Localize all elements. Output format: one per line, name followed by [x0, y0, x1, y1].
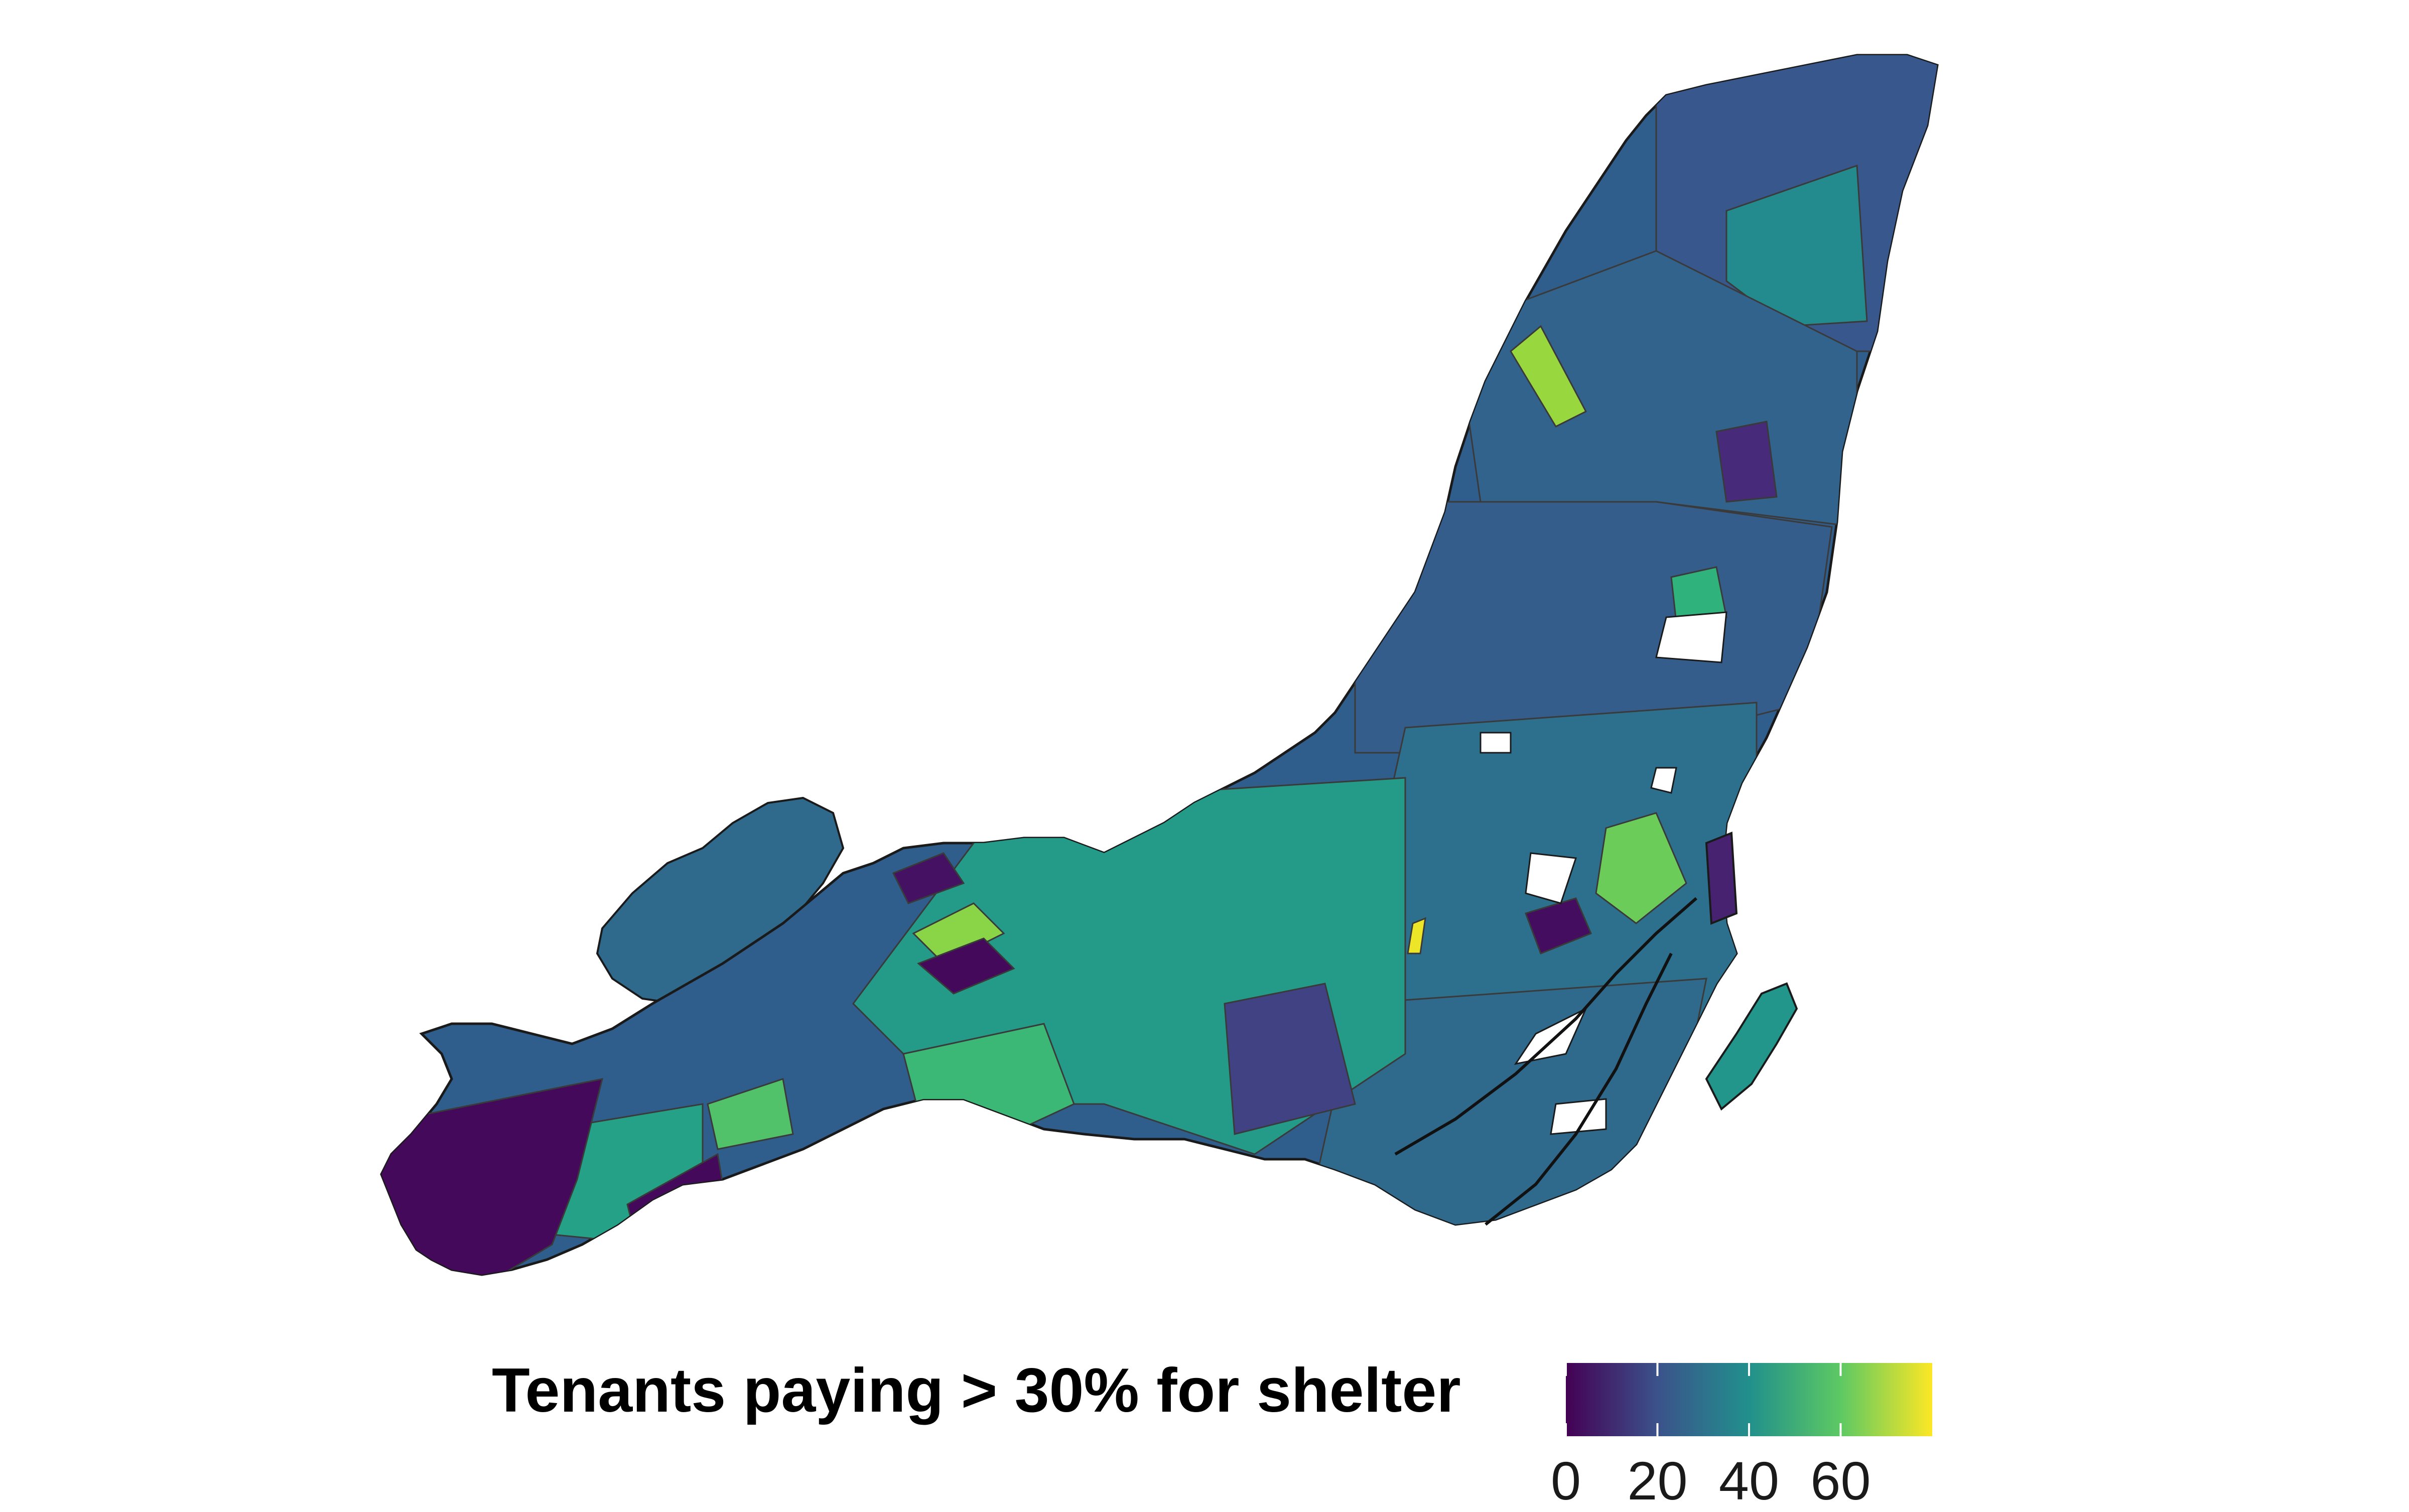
map-region-west-dark-strip — [892, 852, 965, 904]
legend-tick-label: 0 — [1550, 1450, 1581, 1511]
river-line — [1485, 952, 1673, 1226]
legend-title: Tenants paying > 30% for shelter — [492, 1356, 1461, 1425]
no-data-area — [1514, 1007, 1588, 1065]
legend-tick-marks — [1566, 1363, 1842, 1436]
map-region-south-east-island — [1705, 982, 1798, 1111]
map-region-plateau-dark-patch — [1715, 421, 1778, 503]
map-region-north-east-inner — [1725, 164, 1868, 327]
map-region-south-central-dark — [1224, 983, 1356, 1135]
legend-tick-label: 60 — [1810, 1450, 1871, 1511]
no-data-area — [1525, 852, 1577, 904]
map-region-downtown-bright — [1595, 812, 1687, 924]
map-region-west-north-lobe — [596, 796, 845, 1005]
no-data-area — [1655, 611, 1727, 663]
no-data-area — [1480, 732, 1512, 754]
no-data-area — [1650, 767, 1677, 794]
map-region-south-west-dark-tip — [381, 1078, 604, 1275]
map-region-south-west-bright — [707, 1078, 794, 1150]
map-region-west-dark-patch — [917, 937, 1015, 995]
legend-tick-label: 40 — [1718, 1450, 1780, 1511]
legend-tick-label: 20 — [1627, 1450, 1688, 1511]
map-region-downtown-yellow-sliver — [1407, 917, 1426, 954]
map-region-west-bright-patch — [912, 902, 1005, 965]
map-region-north-shore-bright-strip — [1510, 325, 1587, 428]
canal-line — [1394, 897, 1697, 1156]
map-region-harbour-dark-strip — [1705, 832, 1738, 925]
legend-colorbar — [1566, 1363, 1932, 1436]
